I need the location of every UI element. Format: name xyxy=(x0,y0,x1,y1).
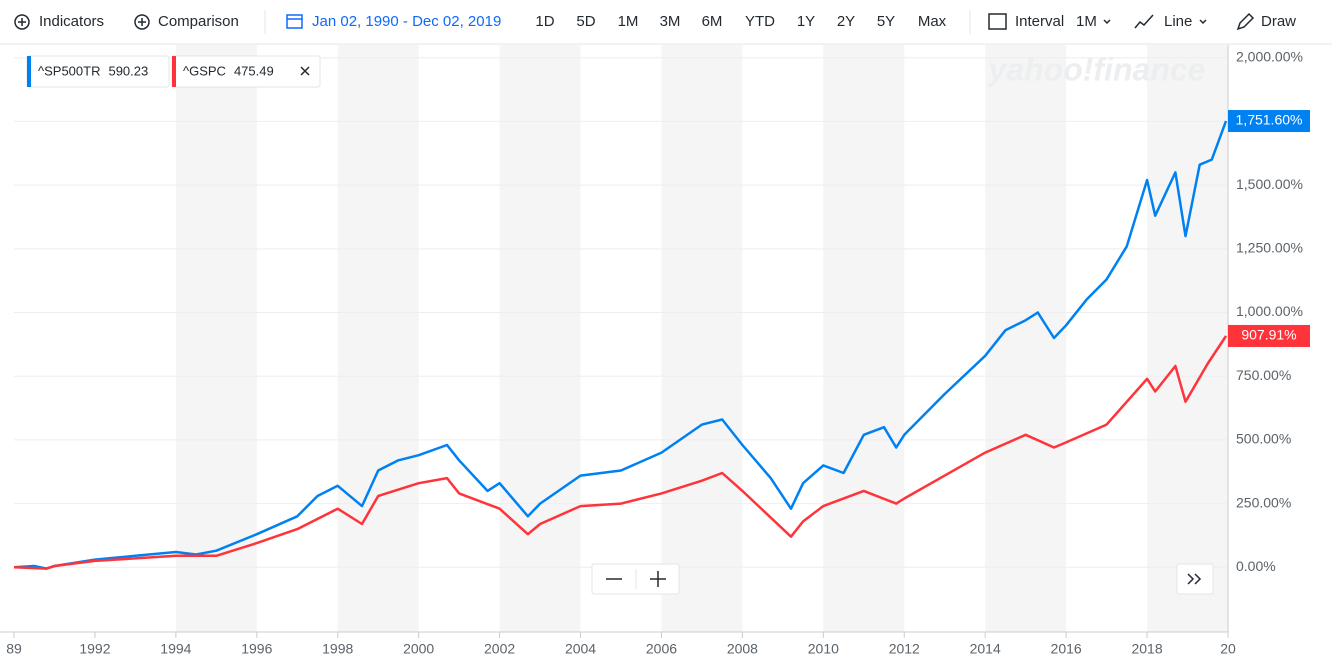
x-tick-label: 2010 xyxy=(808,641,839,657)
y-tick-label: 250.00% xyxy=(1236,494,1291,510)
plus-icon xyxy=(14,14,30,30)
x-tick-label: 2000 xyxy=(403,641,434,657)
band xyxy=(661,45,743,632)
x-tick-label: 1994 xyxy=(160,641,191,657)
y-tick-label: 1,250.00% xyxy=(1236,240,1303,256)
calendar-icon xyxy=(286,14,303,29)
range-button[interactable]: YTD xyxy=(745,13,775,30)
comparison-label: Comparison xyxy=(158,13,239,30)
chevrons xyxy=(1187,573,1202,585)
y-tick-label: 0.00% xyxy=(1236,558,1276,574)
legend-chip[interactable]: ^GSPC 475.49 xyxy=(171,55,321,88)
range-button[interactable]: 1Y xyxy=(797,13,815,30)
plus-icon xyxy=(134,14,150,30)
band xyxy=(499,45,581,632)
interval-label: Interval xyxy=(1015,13,1064,30)
band xyxy=(823,45,905,632)
x-tick-label: 2012 xyxy=(889,641,920,657)
legend-chip[interactable]: ^SP500TR 590.23 xyxy=(26,55,170,88)
chip-color xyxy=(27,56,31,87)
band xyxy=(337,45,419,632)
chart-style-label: Line xyxy=(1164,13,1192,30)
legend-price: 475.49 xyxy=(234,63,274,78)
range-button[interactable]: 1M xyxy=(618,13,639,30)
last-value-box xyxy=(1228,110,1310,133)
interval-icon xyxy=(988,13,1007,30)
x-tick-label: 1992 xyxy=(79,641,110,657)
last-value-label: 907.91% xyxy=(1241,327,1296,343)
line-icon xyxy=(1134,14,1154,29)
chevron xyxy=(1103,19,1111,25)
zoom-in-button[interactable] xyxy=(650,571,666,587)
date-range-button[interactable]: Jan 02, 1990 - Dec 02, 2019 xyxy=(286,13,501,30)
interval-button[interactable]: Interval 1M xyxy=(988,13,1111,30)
zoom-controls xyxy=(591,563,1214,595)
scroll-end-button[interactable] xyxy=(1176,563,1214,595)
x-tick-label: 2006 xyxy=(646,641,677,657)
x-tick-label: 2016 xyxy=(1051,641,1082,657)
indicators-label: Indicators xyxy=(39,13,104,30)
range-button[interactable]: 5Y xyxy=(877,13,895,30)
date-range-label: Jan 02, 1990 - Dec 02, 2019 xyxy=(312,13,501,30)
band xyxy=(175,45,257,632)
chevron xyxy=(1199,19,1207,25)
chart-style-button[interactable]: Line xyxy=(1134,13,1207,30)
series-line xyxy=(13,120,1228,570)
range-button[interactable]: 1D xyxy=(535,13,554,30)
plus-icon xyxy=(18,18,26,26)
x-tick-label: 20 xyxy=(1220,641,1236,657)
interval-value: 1M xyxy=(1076,13,1097,30)
x-tick-label: 2004 xyxy=(565,641,596,657)
band xyxy=(1147,45,1228,632)
range-button[interactable]: 2Y xyxy=(837,13,855,30)
y-tick-label: 1,000.00% xyxy=(1236,303,1303,319)
x-tick-label: 1998 xyxy=(322,641,353,657)
legend-name: ^SP500TR xyxy=(38,63,100,78)
x-tick-label: 1996 xyxy=(241,641,272,657)
series-line xyxy=(13,335,1228,570)
x-tick-label: 2018 xyxy=(1131,641,1162,657)
legend-name: ^GSPC xyxy=(183,63,226,78)
remove-icon[interactable] xyxy=(300,66,310,76)
last-value-box xyxy=(1228,324,1310,347)
plus-icon xyxy=(138,18,146,26)
chip-color xyxy=(172,56,176,87)
y-tick-label: 750.00% xyxy=(1236,367,1291,383)
draw-button[interactable]: Draw xyxy=(1236,12,1296,31)
pencil-icon xyxy=(1236,12,1255,31)
comparison-button[interactable]: Comparison xyxy=(134,13,239,30)
draw-label: Draw xyxy=(1261,13,1296,30)
indicators-button[interactable]: Indicators xyxy=(14,13,104,30)
x-tick-label: 89 xyxy=(6,641,22,657)
x-tick-label: 2008 xyxy=(727,641,758,657)
range-button[interactable]: 3M xyxy=(660,13,681,30)
last-value-label: 1,751.60% xyxy=(1236,112,1303,128)
x-tick-label: 2002 xyxy=(484,641,515,657)
plot-area: 0.00% 250.00% 500.00% 750.00% 1,000.00% 1,250… xyxy=(0,45,1310,657)
range-button[interactable]: 5D xyxy=(576,13,595,30)
range-button[interactable]: 6M xyxy=(702,13,723,30)
legend-price: 590.23 xyxy=(108,63,148,78)
watermark: yahoo!finance xyxy=(987,51,1206,87)
y-tick-label: 1,500.00% xyxy=(1236,176,1303,192)
range-button[interactable]: Max xyxy=(918,13,947,30)
y-tick-label: 500.00% xyxy=(1236,431,1291,447)
x-tick-label: 2014 xyxy=(970,641,1001,657)
y-tick-label: 2,000.00% xyxy=(1236,48,1303,64)
